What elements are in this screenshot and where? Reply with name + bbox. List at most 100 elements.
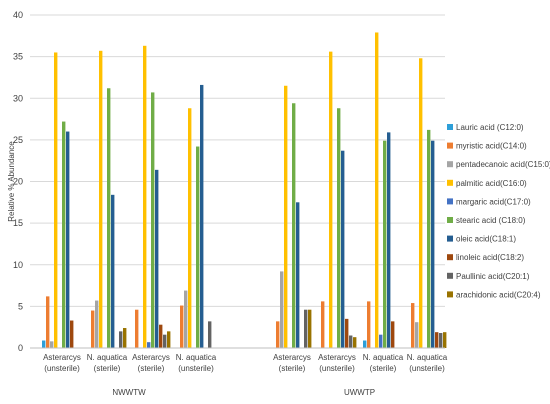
legend-swatch <box>447 142 453 149</box>
y-tick-label: 10 <box>13 260 23 270</box>
category-label: Asterarcys <box>273 353 311 362</box>
bar <box>62 121 66 348</box>
bar <box>123 328 127 348</box>
bar <box>427 129 431 348</box>
bar <box>163 334 167 348</box>
bar <box>180 305 184 348</box>
bar <box>280 271 284 348</box>
bar <box>415 322 419 348</box>
legend-swatch <box>447 254 453 261</box>
bar <box>167 331 171 348</box>
category-label: Asterarcys <box>132 353 170 362</box>
category-label: (sterile) <box>138 364 165 373</box>
bar <box>143 45 147 349</box>
legend-swatch <box>447 235 453 242</box>
legend-swatch <box>447 291 453 298</box>
bar <box>367 301 371 348</box>
legend-swatch <box>447 198 453 205</box>
bar <box>443 332 447 348</box>
y-tick-label: 35 <box>13 52 23 62</box>
bar <box>379 334 383 348</box>
y-tick-label: 15 <box>13 218 23 228</box>
legend-label: margaric acid(C17:0) <box>456 197 531 206</box>
bar <box>99 50 103 349</box>
legend-label: oleic acid(C18:1) <box>456 235 516 244</box>
bar <box>200 84 204 349</box>
legend-swatch <box>447 124 453 130</box>
legend-label: linoleic acid(C18:2) <box>456 253 524 262</box>
bar <box>284 85 288 348</box>
bar <box>439 333 443 348</box>
legend-swatch <box>447 179 453 186</box>
bar <box>184 290 188 348</box>
bar <box>188 108 192 349</box>
legend-swatch <box>447 217 453 223</box>
bar <box>391 321 395 348</box>
bar <box>66 131 70 348</box>
y-tick-label: 40 <box>13 10 23 20</box>
bar <box>341 150 345 348</box>
bar <box>151 92 155 348</box>
y-axis-title: Relative % Abundance <box>7 141 16 222</box>
legend-swatch <box>447 272 453 279</box>
bar <box>119 331 123 348</box>
bar <box>345 318 349 348</box>
bar <box>276 321 280 348</box>
legend: Lauric acid (C12:0) myristic acid(C14:0) p… <box>447 123 550 299</box>
category-label: (unsterile) <box>44 364 80 373</box>
bar <box>304 309 308 348</box>
category-label: Asterarcys <box>43 353 81 362</box>
category-label: (sterile) <box>94 364 121 373</box>
bar <box>411 303 415 348</box>
bar <box>54 52 58 349</box>
legend-swatch <box>447 161 453 168</box>
bar <box>159 324 163 348</box>
legend-label: palmitic acid(C16:0) <box>456 179 527 188</box>
category-label: (sterile) <box>370 364 397 373</box>
bar <box>329 51 333 348</box>
y-tick-label: 25 <box>13 135 23 145</box>
category-label: N. aquatica <box>407 353 448 362</box>
bar <box>91 310 95 348</box>
bar <box>435 332 439 348</box>
legend-label: Paullinic acid(C20:1) <box>456 272 530 281</box>
bar <box>50 341 54 348</box>
legend-label: myristic acid(C14:0) <box>456 142 527 151</box>
legend-label: pentadecanoic acid(C15:0) <box>456 160 550 169</box>
legend-label: arachidonic acid(C20:4) <box>456 290 541 299</box>
bar <box>321 301 325 348</box>
bar <box>46 296 50 348</box>
category-label: N. aquatica <box>87 353 128 362</box>
category-label: (unsterile) <box>178 364 214 373</box>
category-labels: Asterarcys (unsterile) N. aquatica (sterile… <box>43 353 448 373</box>
bar <box>292 103 296 348</box>
group-label: UWWTP <box>344 388 375 397</box>
category-label: (sterile) <box>279 364 306 373</box>
bar <box>431 140 435 348</box>
bar <box>95 300 99 348</box>
bar <box>419 58 423 348</box>
y-tick-label: 0 <box>18 343 23 353</box>
y-axis-ticks: 0 5 10 15 20 25 30 35 40 <box>13 10 23 353</box>
bar <box>70 320 74 348</box>
bar <box>296 202 300 348</box>
bar <box>147 342 151 348</box>
bar <box>383 140 387 348</box>
bar <box>353 337 357 348</box>
bar <box>363 340 367 348</box>
y-tick-label: 20 <box>13 177 23 187</box>
bar <box>107 88 111 348</box>
bar <box>42 340 46 348</box>
bar <box>375 32 379 348</box>
bars <box>42 32 447 349</box>
gridlines <box>30 14 445 307</box>
group-labels: NWWTW UWWTP <box>112 388 375 397</box>
category-label: Asterarcys <box>318 353 356 362</box>
category-label: N. aquatica <box>176 353 217 362</box>
bar <box>196 146 200 348</box>
bar <box>308 309 312 348</box>
legend-label: stearic acid (C18:0) <box>456 216 526 225</box>
category-label: (unsterile) <box>409 364 445 373</box>
